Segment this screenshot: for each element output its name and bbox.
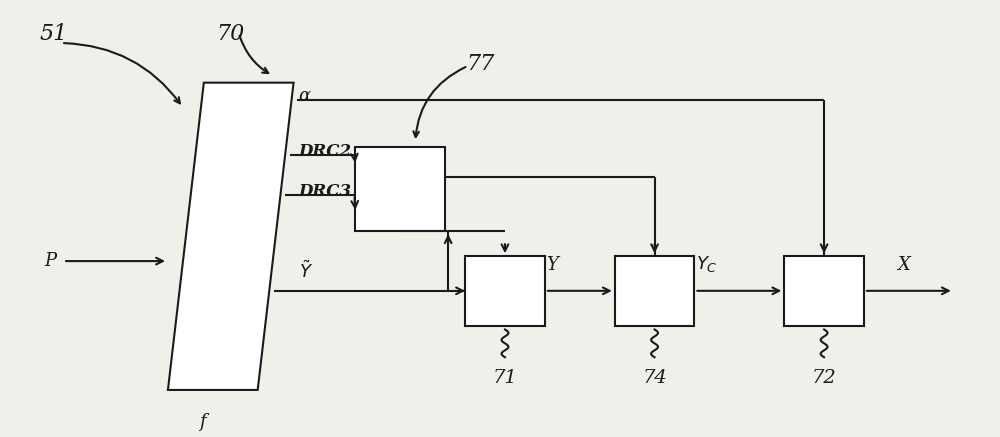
Bar	[355, 147, 445, 231]
Text: α: α	[299, 87, 311, 104]
Text: f: f	[200, 413, 206, 431]
Text: 71: 71	[493, 369, 517, 387]
Text: $\tilde{Y}$: $\tilde{Y}$	[299, 260, 313, 282]
Text: P: P	[44, 252, 56, 270]
Text: 72: 72	[812, 369, 836, 387]
Text: 77: 77	[466, 53, 494, 75]
Text: 74: 74	[642, 369, 667, 387]
Text: 51: 51	[39, 23, 68, 45]
Text: DRC2: DRC2	[299, 142, 352, 160]
Text: X: X	[897, 256, 910, 274]
Polygon shape	[168, 83, 294, 390]
Bar	[615, 256, 694, 326]
Text: $Y_C$: $Y_C$	[696, 254, 717, 274]
Bar	[465, 256, 545, 326]
Text: 70: 70	[217, 23, 245, 45]
Text: DRC3: DRC3	[299, 183, 352, 200]
Bar	[784, 256, 864, 326]
Text: Y: Y	[546, 256, 558, 274]
